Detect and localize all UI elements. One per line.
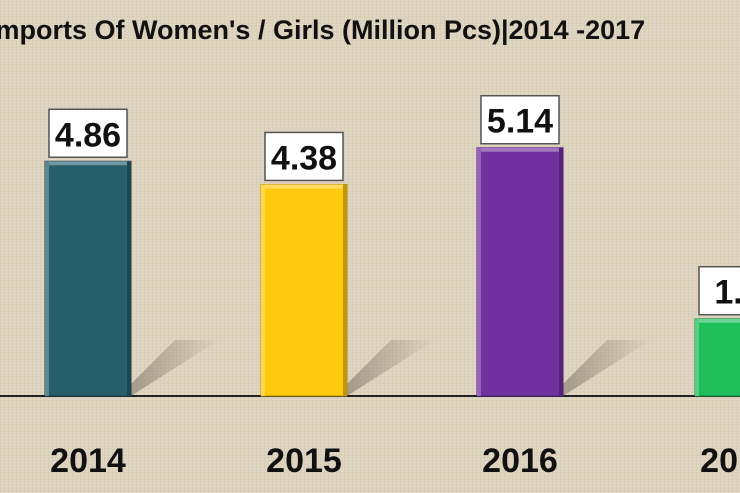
bar-bevel-top [695,318,740,323]
bar-2015 [260,183,348,397]
data-label-box [264,131,344,182]
data-label-2016: 5.14 [487,103,553,141]
x-tick-label-2017: 2017 [700,442,740,480]
bar-2017 [694,318,740,397]
bar-bevel-top [45,161,131,166]
bar-shadow [555,340,651,396]
bar-2014 [44,160,132,397]
bar-bevel-right [559,147,563,396]
data-label-2015: 4.38 [271,139,337,177]
bar-bevel-top [477,147,563,152]
x-tick-label-2016: 2016 [482,442,558,480]
bar-2016 [476,147,564,397]
data-label-2014: 4.86 [55,116,121,154]
data-label-box [698,265,740,316]
data-label-box [48,108,128,159]
x-tick-label-2015: 2015 [266,442,342,480]
data-label-2017: 1.6 [714,274,740,312]
bar-bevel-top [261,184,347,189]
bar-bevel-left [477,147,481,396]
bar-shadow [339,340,435,396]
bar-bevel-right [127,161,131,396]
bar-bevel-left [45,161,49,396]
data-label-box [480,94,560,145]
bar-bevel-left [695,318,699,396]
bar-shadow [123,340,219,396]
x-tick-label-2014: 2014 [50,442,126,480]
bar-bevel-left [261,184,265,396]
chart-title: Imports Of Women's / Girls (Million Pcs)… [0,15,646,45]
bar-bevel-right [343,184,347,396]
